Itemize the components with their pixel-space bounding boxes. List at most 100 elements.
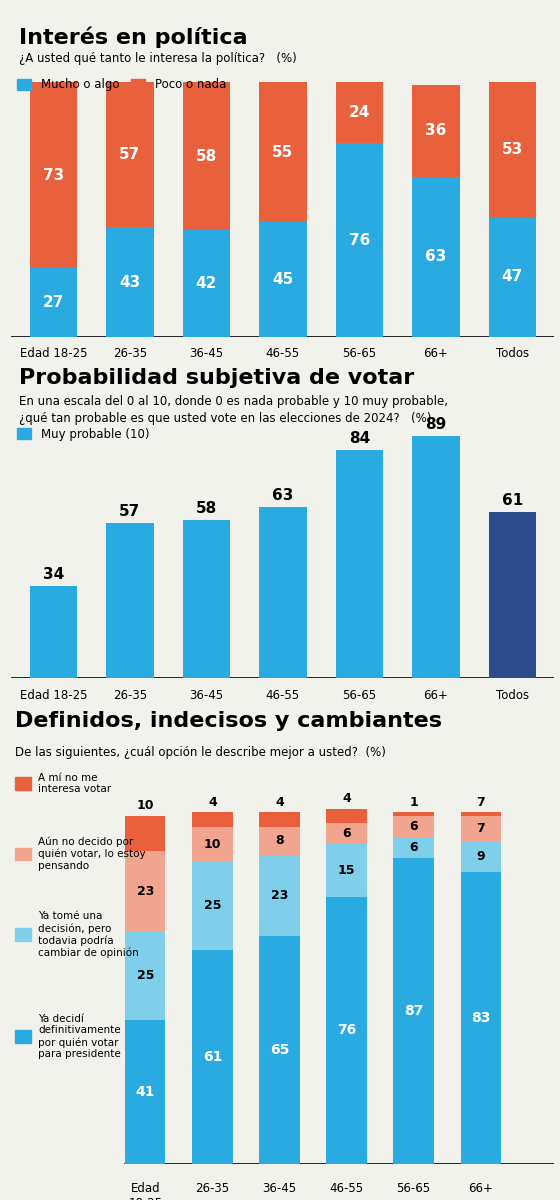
Text: Ya decidí
definitivamente
por quién votar
para presidente: Ya decidí definitivamente por quién vota… bbox=[38, 1014, 121, 1060]
Bar bbox=[326, 896, 367, 1164]
Bar bbox=[460, 841, 501, 872]
Text: 36-45: 36-45 bbox=[263, 1182, 296, 1194]
Bar bbox=[412, 176, 460, 337]
Text: 36: 36 bbox=[425, 124, 446, 138]
Text: 36-45: 36-45 bbox=[189, 689, 223, 702]
Text: ¿qué tan probable es que usted vote en las elecciones de 2024?   (%): ¿qué tan probable es que usted vote en l… bbox=[19, 412, 431, 425]
Text: Definidos, indecisos y cambiantes: Definidos, indecisos y cambiantes bbox=[15, 710, 441, 731]
Text: 45: 45 bbox=[272, 272, 293, 287]
Text: 43: 43 bbox=[119, 275, 141, 289]
Text: 15: 15 bbox=[338, 864, 355, 877]
Bar bbox=[412, 437, 460, 678]
Bar bbox=[259, 854, 300, 936]
Text: 57: 57 bbox=[119, 148, 141, 162]
Text: 83: 83 bbox=[471, 1012, 491, 1025]
Text: 57: 57 bbox=[119, 504, 141, 520]
Bar bbox=[259, 812, 300, 827]
Text: 10: 10 bbox=[204, 838, 221, 851]
Text: 4: 4 bbox=[275, 796, 284, 809]
Bar bbox=[192, 862, 232, 949]
Bar bbox=[394, 858, 433, 1164]
Text: ¿A usted qué tanto le interesa la política?   (%): ¿A usted qué tanto le interesa la políti… bbox=[19, 52, 297, 65]
Text: 63: 63 bbox=[425, 250, 446, 264]
Text: 27: 27 bbox=[43, 295, 64, 310]
Bar bbox=[259, 506, 306, 678]
Bar bbox=[15, 1031, 31, 1043]
Text: 9: 9 bbox=[477, 850, 485, 863]
Text: 76: 76 bbox=[337, 1024, 356, 1038]
Bar bbox=[15, 929, 31, 941]
Text: 47: 47 bbox=[502, 270, 523, 284]
Bar bbox=[460, 816, 501, 841]
Bar bbox=[30, 268, 77, 337]
Text: 41: 41 bbox=[136, 1085, 155, 1099]
Bar bbox=[125, 932, 165, 1020]
Text: Todos: Todos bbox=[496, 347, 529, 360]
Bar bbox=[394, 816, 433, 838]
Text: 46-55: 46-55 bbox=[329, 1182, 363, 1194]
Bar bbox=[335, 450, 383, 678]
Text: 87: 87 bbox=[404, 1004, 423, 1018]
Text: 25: 25 bbox=[137, 970, 154, 983]
Text: 84: 84 bbox=[349, 431, 370, 445]
Bar bbox=[15, 778, 31, 790]
Bar bbox=[259, 222, 306, 337]
Text: 25: 25 bbox=[204, 899, 221, 912]
Bar bbox=[489, 83, 536, 217]
Text: 56-65: 56-65 bbox=[342, 689, 376, 702]
Text: Interés en política: Interés en política bbox=[19, 26, 248, 48]
Text: 58: 58 bbox=[195, 502, 217, 516]
Bar bbox=[460, 812, 501, 816]
Text: 61: 61 bbox=[502, 493, 523, 509]
Bar bbox=[259, 827, 300, 854]
Text: 76: 76 bbox=[349, 233, 370, 247]
Bar bbox=[15, 847, 31, 860]
Text: 6: 6 bbox=[409, 841, 418, 854]
Bar bbox=[489, 217, 536, 337]
Text: 66+: 66+ bbox=[423, 689, 448, 702]
Text: 34: 34 bbox=[43, 566, 64, 582]
Text: 7: 7 bbox=[476, 796, 485, 809]
Bar bbox=[326, 844, 367, 896]
Text: 66+: 66+ bbox=[468, 1182, 493, 1194]
Text: Edad 18-25: Edad 18-25 bbox=[20, 347, 87, 360]
Text: Aún no decido por
quién votar, lo estoy
pensando: Aún no decido por quién votar, lo estoy … bbox=[38, 836, 146, 871]
Text: Edad 18-25: Edad 18-25 bbox=[20, 689, 87, 702]
Text: 42: 42 bbox=[195, 276, 217, 290]
Bar bbox=[125, 1020, 165, 1164]
Text: 4: 4 bbox=[208, 796, 217, 809]
Text: 58: 58 bbox=[195, 149, 217, 163]
Text: 56-65: 56-65 bbox=[396, 1182, 431, 1194]
Bar bbox=[192, 949, 232, 1164]
Text: 55: 55 bbox=[272, 145, 293, 160]
Bar bbox=[106, 83, 153, 227]
Text: 23: 23 bbox=[137, 886, 154, 898]
Text: Edad
18-25: Edad 18-25 bbox=[128, 1182, 162, 1200]
Text: 26-35: 26-35 bbox=[113, 689, 147, 702]
Text: 56-65: 56-65 bbox=[342, 347, 376, 360]
Bar bbox=[335, 144, 383, 337]
Text: De las siguientes, ¿cuál opción le describe mejor a usted?  (%): De las siguientes, ¿cuál opción le descr… bbox=[15, 745, 385, 758]
Text: 6: 6 bbox=[409, 820, 418, 833]
Text: Todos: Todos bbox=[496, 689, 529, 702]
Bar bbox=[106, 523, 153, 678]
Bar bbox=[259, 83, 306, 222]
Text: 65: 65 bbox=[270, 1043, 289, 1057]
Text: 6: 6 bbox=[342, 827, 351, 840]
Text: 1: 1 bbox=[409, 796, 418, 809]
Text: 26-35: 26-35 bbox=[113, 347, 147, 360]
Legend: Muy probable (10): Muy probable (10) bbox=[17, 427, 149, 440]
Text: 66+: 66+ bbox=[423, 347, 448, 360]
Text: 63: 63 bbox=[272, 488, 293, 503]
Text: 23: 23 bbox=[270, 888, 288, 901]
Text: En una escala del 0 al 10, donde 0 es nada probable y 10 muy probable,: En una escala del 0 al 10, donde 0 es na… bbox=[19, 396, 448, 408]
Bar bbox=[30, 586, 77, 678]
Text: 8: 8 bbox=[275, 834, 284, 847]
Text: Ya tomé una
decisión, pero
todavia podría
cambiar de opinión: Ya tomé una decisión, pero todavia podrí… bbox=[38, 911, 139, 958]
Text: A mí no me
interesa votar: A mí no me interesa votar bbox=[38, 773, 111, 794]
Bar bbox=[106, 227, 153, 337]
Text: 73: 73 bbox=[43, 168, 64, 182]
Legend: Mucho o algo, Poco o nada: Mucho o algo, Poco o nada bbox=[17, 78, 226, 91]
Bar bbox=[326, 823, 367, 844]
Bar bbox=[394, 838, 433, 858]
